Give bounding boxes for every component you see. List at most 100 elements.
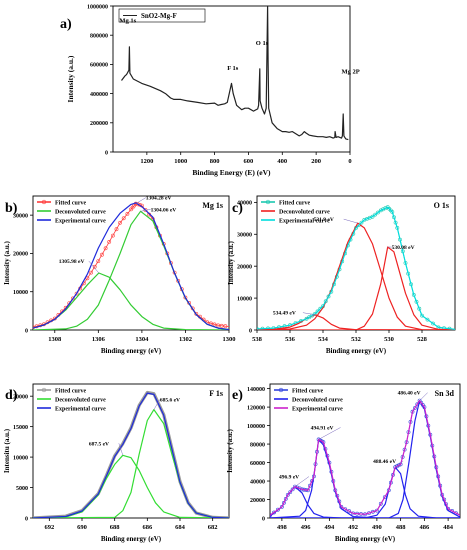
legend-label: Deconvoluted curve bbox=[279, 209, 330, 215]
annotation-label: 531.9 eV bbox=[314, 217, 334, 223]
y-tick-label: 80000 bbox=[250, 442, 265, 448]
series-line-4 bbox=[270, 466, 460, 518]
y-tick-label: 0 bbox=[262, 516, 265, 522]
annotation-label: 488.46 eV bbox=[373, 459, 396, 465]
legend-label: Fitted curve bbox=[292, 388, 323, 394]
x-axis-label: Binding energy (eV) bbox=[326, 347, 387, 355]
y-tick-label: 10000 bbox=[13, 290, 28, 296]
series-marker bbox=[71, 296, 75, 301]
y-tick-label: 600000 bbox=[90, 63, 108, 69]
y-tick-label: 0 bbox=[105, 150, 108, 156]
x-tick-label: 1300 bbox=[223, 336, 236, 343]
y-tick-label: 5000 bbox=[16, 486, 28, 492]
chart-panel-4: d) 692 690 688 686 684 682 0 5000 10000 15000 20000… bbox=[3, 383, 230, 543]
annotation-label: Mg 1s bbox=[119, 18, 136, 25]
x-tick-label: 682 bbox=[208, 524, 218, 531]
x-tick-label: 1304 bbox=[135, 336, 149, 343]
y-tick-label: 30000 bbox=[13, 213, 28, 219]
x-tick-label: 486 bbox=[420, 524, 431, 531]
series-marker bbox=[412, 406, 417, 410]
x-tick-label: 692 bbox=[44, 524, 54, 531]
x-axis-label: Binding Energy (E) (eV) bbox=[192, 168, 271, 177]
x-tick-label: 492 bbox=[348, 524, 358, 531]
legend: SnO2-Mg-F bbox=[118, 8, 206, 23]
series-marker bbox=[376, 210, 380, 215]
series-marker bbox=[312, 312, 317, 316]
series-marker bbox=[285, 492, 290, 497]
series-line-2 bbox=[270, 486, 460, 518]
x-tick-label: 498 bbox=[277, 524, 288, 531]
panel-label: c) bbox=[232, 201, 243, 216]
y-tick-label: 20000 bbox=[13, 394, 28, 400]
y-axis-label: Intensitu (a.u.) bbox=[3, 428, 11, 473]
y-axis-label: Intensity (a.u.) bbox=[226, 428, 234, 472]
series-marker bbox=[425, 317, 430, 322]
series-marker bbox=[114, 227, 119, 232]
legend-marker bbox=[278, 387, 284, 393]
series-marker bbox=[395, 464, 399, 469]
legend-label: Fitted curve bbox=[55, 200, 86, 206]
series-marker bbox=[431, 321, 435, 326]
series-marker bbox=[383, 206, 388, 211]
x-tick-label: 200 bbox=[311, 158, 321, 165]
legend: Fitted curve Deconvoluted curve Experiment… bbox=[274, 387, 343, 412]
series-line-3 bbox=[257, 222, 455, 330]
series-group bbox=[33, 390, 229, 518]
series-marker bbox=[378, 501, 383, 506]
y-tick-label: 800000 bbox=[90, 34, 108, 40]
annotation-label: F 1s bbox=[227, 65, 239, 72]
x-tick-label: 494 bbox=[325, 524, 336, 531]
annotation-leader bbox=[118, 443, 124, 456]
x-tick-label: 688 bbox=[110, 524, 121, 531]
series-line-4 bbox=[33, 392, 229, 518]
series-line-1 bbox=[121, 6, 349, 141]
x-tick-label: 690 bbox=[77, 524, 87, 531]
annotation-label: Mg 2P bbox=[342, 68, 360, 75]
series-marker bbox=[315, 309, 320, 314]
y-tick-label: 10000 bbox=[237, 296, 252, 302]
series-marker bbox=[121, 216, 126, 221]
series-marker bbox=[373, 212, 378, 217]
y-tick-label: 0 bbox=[25, 516, 28, 522]
series-marker bbox=[118, 220, 123, 225]
x-tick-label: 528 bbox=[417, 336, 428, 343]
series-marker bbox=[283, 496, 288, 501]
series-line-6 bbox=[270, 400, 460, 516]
x-tick-label: 530 bbox=[384, 336, 394, 343]
plot-frame bbox=[269, 383, 461, 519]
y-tick-label: 400000 bbox=[90, 92, 108, 98]
series-group bbox=[121, 6, 349, 141]
legend-label: Experimental curve bbox=[279, 218, 330, 224]
annotation-label: Sn 3d bbox=[268, 0, 284, 1]
chart-panel-1: a) 1200 1000 800 600 400 200 0 0 200000 400000 6000… bbox=[60, 0, 360, 177]
legend-label: Experimental curve bbox=[55, 406, 106, 412]
y-axis-label: Intensity (a.u.) bbox=[66, 55, 75, 102]
series-marker bbox=[347, 509, 352, 514]
x-tick-label: 684 bbox=[175, 524, 186, 531]
y-tick-label: 60000 bbox=[250, 461, 265, 467]
legend-marker bbox=[41, 199, 47, 205]
series-group bbox=[270, 398, 460, 518]
annotation-label: 1305.98 eV bbox=[59, 259, 85, 265]
x-tick-label: 484 bbox=[443, 524, 454, 531]
x-tick-label: 538 bbox=[252, 336, 263, 343]
chart-title: Mg 1s bbox=[202, 201, 223, 210]
legend-label: Fitted curve bbox=[55, 388, 86, 394]
series-group bbox=[33, 201, 229, 330]
plot-frame bbox=[112, 5, 351, 153]
annotation-label: 494.91 eV bbox=[311, 425, 334, 431]
chart-panel-3: c) 538 536 534 532 530 528 0 10000 20000 30000 4000… bbox=[227, 195, 456, 355]
legend-marker bbox=[265, 199, 271, 205]
x-axis-label: Binding energy (eV) bbox=[101, 535, 162, 543]
y-tick-label: 100000 bbox=[247, 424, 265, 430]
x-axis-label: Binding energy (eV) bbox=[335, 535, 396, 543]
legend: Fitted curve Deconvoluted curve Experiment… bbox=[261, 199, 330, 224]
series-line-1 bbox=[270, 400, 460, 516]
x-tick-label: 600 bbox=[244, 158, 254, 165]
series-marker bbox=[216, 323, 221, 328]
x-tick-label: 1302 bbox=[179, 336, 192, 343]
panel-label: b) bbox=[5, 201, 18, 216]
legend-label: Fitted curve bbox=[279, 200, 310, 206]
series-line-4 bbox=[257, 246, 455, 330]
